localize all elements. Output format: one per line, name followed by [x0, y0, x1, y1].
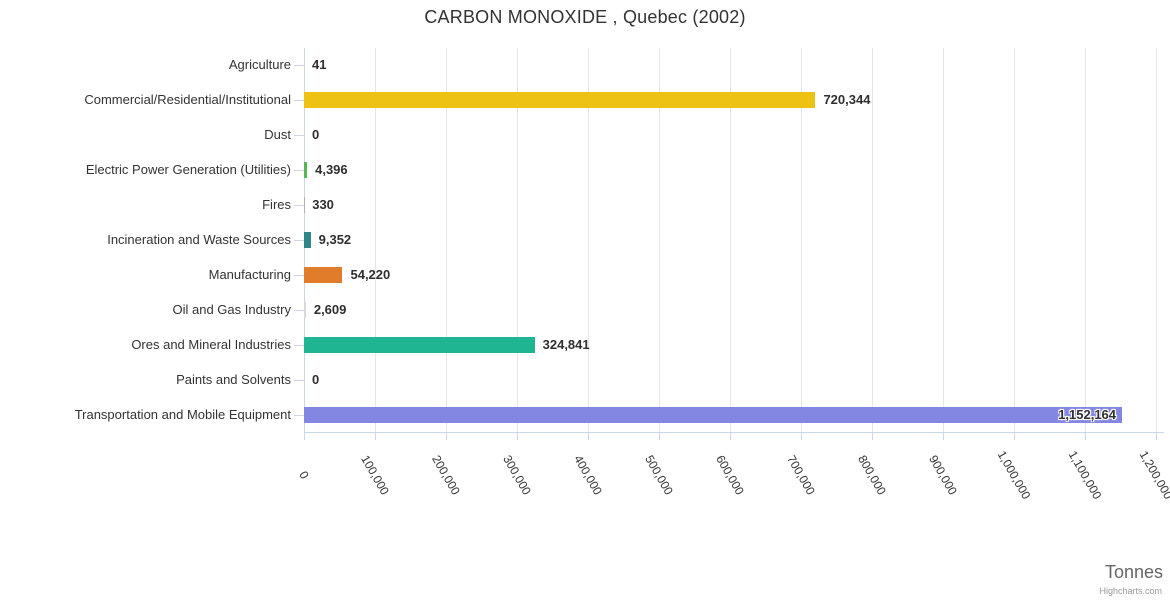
x-gridline — [1156, 48, 1157, 432]
category-label: Electric Power Generation (Utilities) — [85, 162, 291, 178]
bar[interactable] — [304, 92, 816, 109]
x-gridline — [375, 48, 376, 432]
category-label: Ores and Mineral Industries — [131, 336, 291, 352]
bar[interactable] — [304, 266, 343, 283]
x-gridline — [943, 48, 944, 432]
x-axis-tick — [659, 432, 660, 440]
value-label: 54,220 — [350, 266, 391, 282]
y-axis-tick — [294, 135, 304, 137]
y-axis-tick — [294, 414, 304, 416]
x-axis-line — [304, 432, 1164, 433]
category-label: Incineration and Waste Sources — [107, 232, 291, 247]
y-axis-tick — [294, 344, 304, 346]
bar[interactable] — [304, 336, 535, 353]
y-axis-tick — [294, 274, 304, 276]
x-axis-label-text: 300,000 — [500, 452, 534, 498]
value-label: 1,152,164 — [1058, 406, 1117, 422]
x-gridline — [872, 48, 873, 432]
x-axis-label-text: 1,200,000 — [1136, 448, 1170, 502]
x-axis-label-text: 1,100,000 — [1065, 448, 1105, 502]
highcharts-credits-link[interactable]: Highcharts.com — [1099, 586, 1162, 596]
x-gridline — [659, 48, 660, 432]
value-label: 4,396 — [315, 162, 348, 178]
category-label: Oil and Gas Industry — [172, 301, 292, 317]
y-axis-tick — [294, 65, 304, 67]
x-axis-tick — [801, 432, 802, 440]
y-axis-tick — [294, 240, 304, 241]
x-axis-tick — [1156, 432, 1157, 440]
x-axis-label-text: 500,000 — [642, 452, 676, 498]
y-axis-tick — [294, 309, 304, 311]
x-axis-tick — [304, 432, 305, 440]
x-axis-tick — [375, 432, 376, 440]
x-axis-tick — [517, 432, 518, 440]
category-label: Fires — [262, 197, 291, 213]
bar[interactable] — [304, 406, 1123, 423]
x-axis-label-text: 400,000 — [571, 452, 605, 498]
value-label: 324,841 — [542, 336, 590, 352]
value-label: 2,609 — [313, 301, 347, 317]
x-axis-title: Tonnes — [1104, 562, 1163, 582]
value-label: 720,344 — [823, 92, 871, 108]
y-axis-tick — [294, 100, 304, 102]
chart-title: CARBON MONOXIDE , Quebec (2002) — [424, 7, 746, 27]
x-gridline — [730, 48, 731, 432]
value-label: 9,352 — [318, 232, 352, 247]
value-label: 0 — [312, 371, 320, 387]
x-gridline — [1014, 48, 1015, 432]
x-axis-tick — [872, 432, 873, 440]
x-axis-tick — [446, 432, 447, 440]
x-axis-label-text: 600,000 — [713, 452, 747, 498]
category-label: Paints and Solvents — [176, 371, 291, 387]
x-axis-label-text: 0 — [296, 468, 312, 482]
x-axis-tick — [943, 432, 944, 440]
x-gridline — [588, 48, 589, 432]
value-label: 0 — [312, 127, 320, 143]
x-gridline — [801, 48, 802, 432]
y-axis-tick — [294, 205, 304, 207]
y-axis-tick — [294, 379, 304, 381]
value-label: 41 — [312, 57, 327, 73]
category-label: Agriculture — [228, 57, 291, 73]
x-axis-label-text: 800,000 — [855, 452, 889, 498]
x-gridline — [446, 48, 447, 432]
x-axis-label-text: 200,000 — [429, 452, 463, 498]
bar[interactable] — [304, 162, 308, 179]
x-axis-label-text: 900,000 — [926, 452, 960, 498]
category-label: Manufacturing — [208, 266, 291, 282]
x-gridline — [517, 48, 518, 432]
bar[interactable] — [304, 301, 306, 318]
x-axis-label-text: 1,000,000 — [994, 448, 1034, 502]
x-axis-label-text: 100,000 — [358, 452, 392, 498]
value-label: 330 — [312, 197, 334, 213]
category-label: Dust — [264, 127, 291, 143]
bar[interactable] — [304, 232, 311, 248]
category-label: Commercial/Residential/Institutional — [84, 92, 291, 108]
x-axis-tick — [1014, 432, 1015, 440]
x-axis-label-text: 700,000 — [784, 452, 818, 498]
x-axis-tick — [588, 432, 589, 440]
x-axis-tick — [730, 432, 731, 440]
x-gridline — [1085, 48, 1086, 432]
y-axis-tick — [294, 170, 304, 172]
x-axis-tick — [1085, 432, 1086, 440]
category-label: Transportation and Mobile Equipment — [74, 406, 291, 422]
